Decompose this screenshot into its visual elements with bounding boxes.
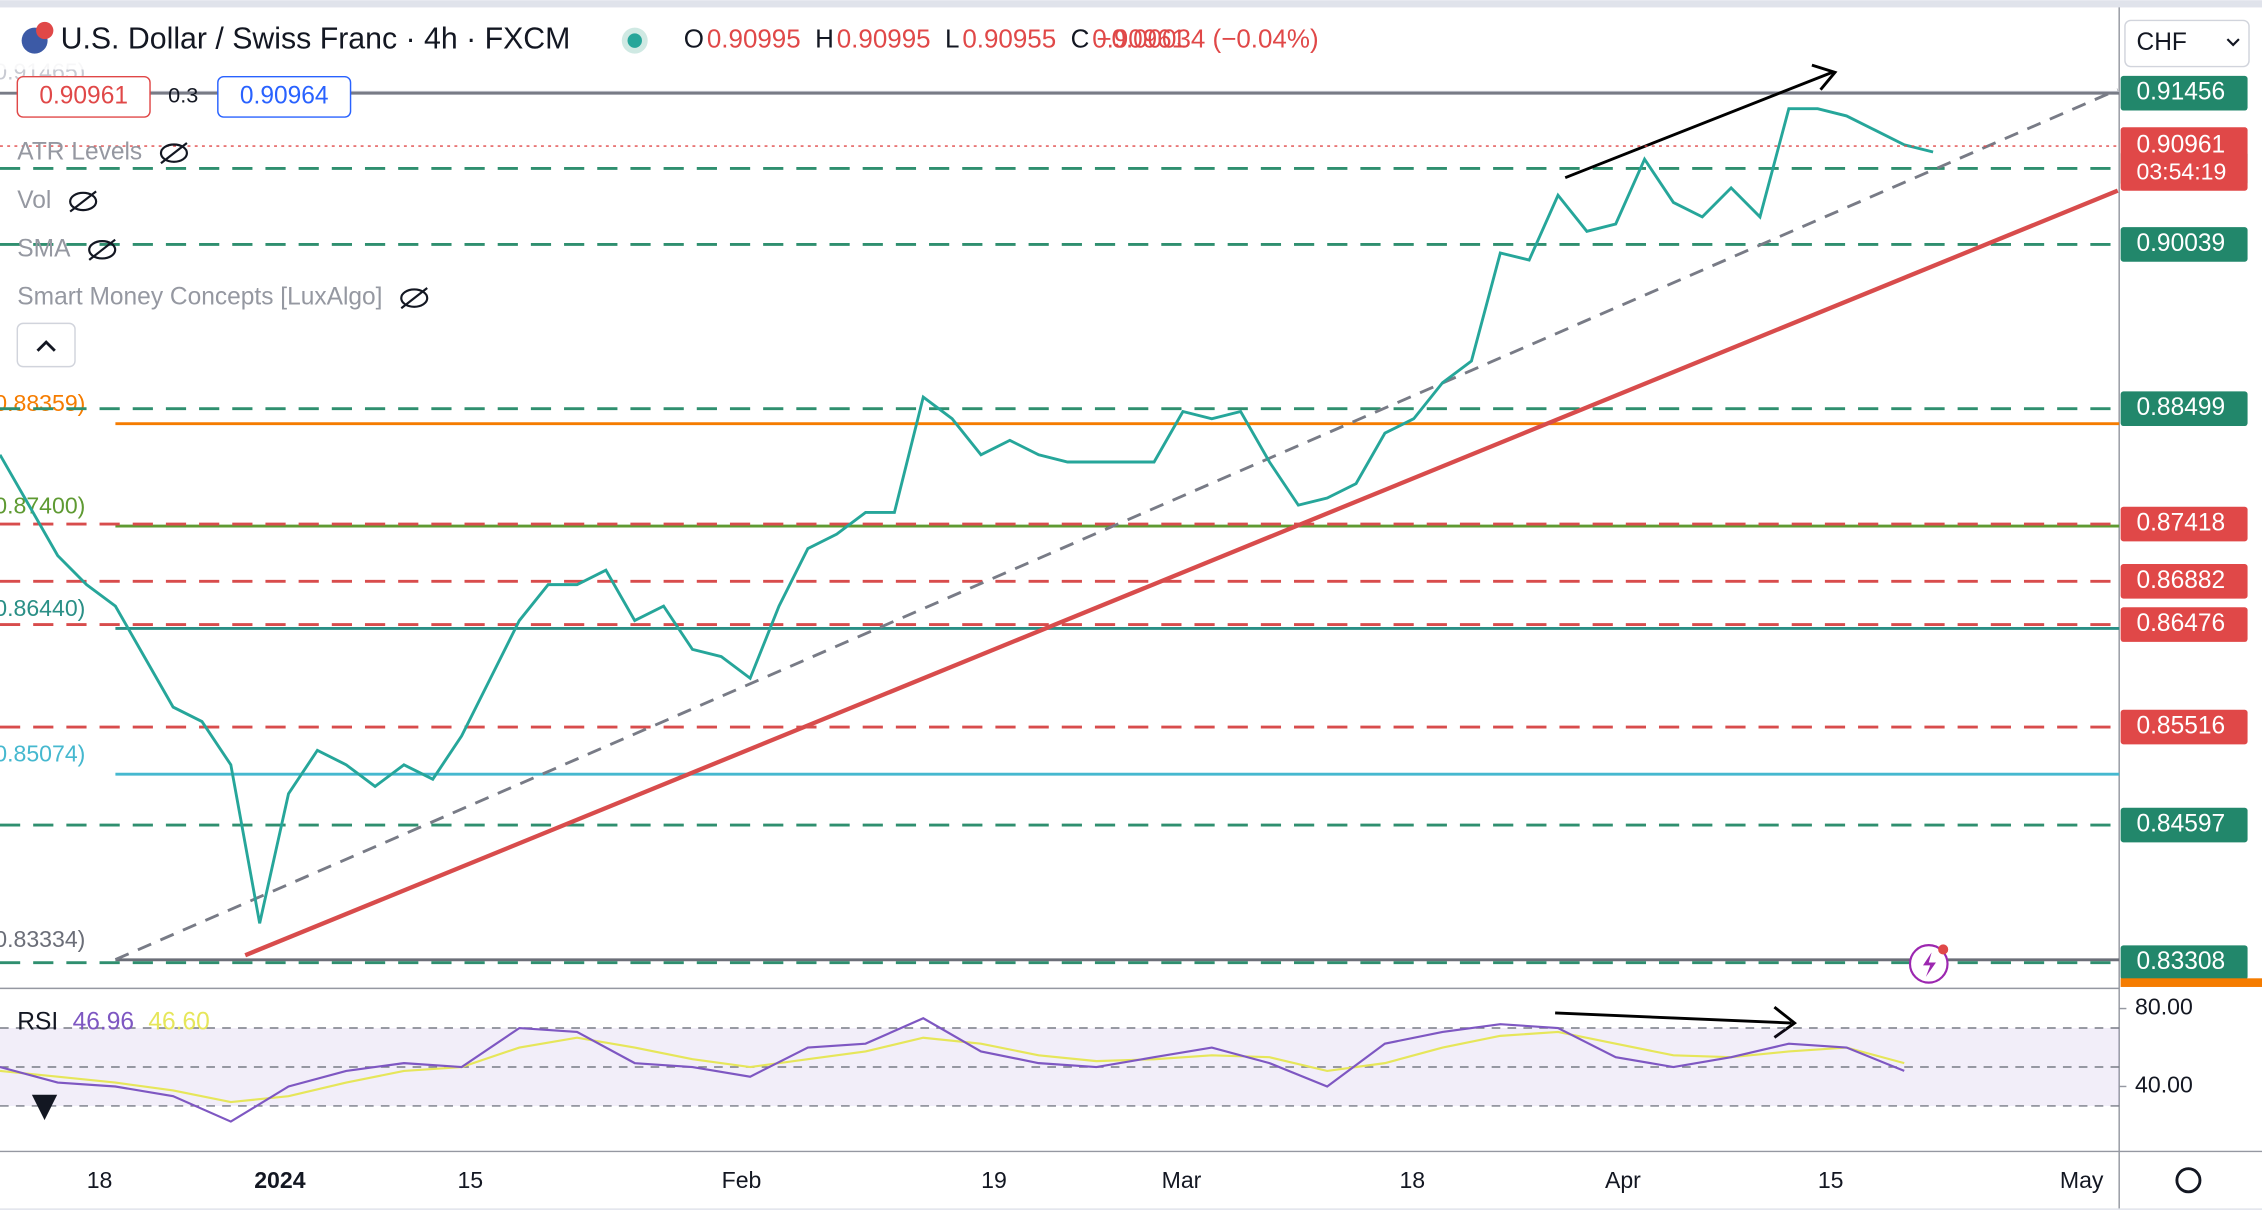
y-tick-label: 80.00: [2135, 994, 2193, 1020]
sell-price[interactable]: 0.90961: [39, 82, 128, 109]
flag-icon: [36, 21, 54, 40]
arrow-head: [1811, 63, 1838, 91]
level-box: [2120, 75, 2248, 111]
level-box: [2120, 227, 2248, 262]
x-tick-label: 18: [1399, 1167, 1425, 1193]
level-value: 0.87418: [2136, 510, 2225, 537]
rsi-divergence-arrow: [1555, 1011, 1792, 1025]
divergence-arrow: [1564, 71, 1833, 180]
countdown: 03:54:19: [2136, 159, 2226, 185]
level-box: [2120, 607, 2248, 642]
x-tick-label: 18: [87, 1167, 113, 1193]
level-box: [2120, 563, 2248, 599]
level-value: 0.85516: [2136, 713, 2225, 740]
level-box: [2120, 807, 2248, 843]
level-label: 0.85074): [0, 741, 85, 767]
ohlc-value: 0.90961: [1092, 23, 1186, 53]
x-tick-label: Feb: [722, 1167, 762, 1193]
y-tick-label: 40.00: [2135, 1072, 2193, 1098]
ohlc-key: H: [815, 23, 834, 53]
rsi-value: 46.96: [73, 1009, 134, 1036]
top-border: [0, 0, 2262, 8]
x-tick-label: Apr: [1605, 1167, 1641, 1193]
indicator-name: SMA: [17, 235, 71, 262]
ohlc-key: L: [945, 23, 959, 53]
symbol-title: U.S. Dollar / Swiss Franc · 4h · FXCM: [61, 23, 571, 56]
notify-dot: [1938, 944, 1949, 955]
currency[interactable]: CHF: [2136, 29, 2186, 56]
x-tick-label: 19: [981, 1167, 1007, 1193]
axis-marker: [2120, 978, 2262, 987]
level-label: 0.88359): [0, 390, 85, 416]
ohlc-value: 0.90955: [962, 23, 1056, 53]
indicator-name: Smart Money Concepts [LuxAlgo]: [17, 284, 382, 311]
rsi-value: 46.60: [148, 1009, 209, 1036]
ohlc-key: C: [1071, 23, 1090, 53]
header-bg: [0, 11, 1501, 70]
hidden-icon: [159, 143, 189, 163]
level-box: [2120, 945, 2248, 980]
ohlc-value: 0.90995: [707, 23, 801, 53]
last-price-box: [2120, 127, 2248, 191]
price-line: [0, 1017, 1905, 1123]
hidden-icon: [400, 288, 429, 308]
level-value: 0.90039: [2136, 230, 2225, 257]
x-tick-label: Mar: [1162, 1167, 1202, 1193]
currency-select[interactable]: [2124, 19, 2250, 68]
trend-channel: [114, 88, 2119, 961]
x-tick-label: May: [2060, 1167, 2104, 1193]
arrow-head: [1773, 1006, 1798, 1039]
ohlc-value: 0.90995: [837, 23, 931, 53]
ohlc-key: O: [684, 23, 704, 53]
buy-button[interactable]: [217, 75, 352, 118]
level-box: [2120, 391, 2248, 427]
level-value: 0.88499: [2136, 394, 2225, 421]
level-box: [2120, 709, 2248, 745]
last-price: 0.90961: [2136, 132, 2225, 159]
sell-button[interactable]: [16, 75, 151, 118]
hidden-icon: [88, 238, 116, 261]
rsi-title: RSI: [17, 1009, 58, 1036]
level-box: [2120, 506, 2248, 542]
hidden-icon: [69, 191, 98, 212]
hidden-icon: [88, 240, 117, 260]
level-label: 0.83334): [0, 926, 85, 952]
level-value: 0.86882: [2136, 567, 2225, 594]
collapse-button[interactable]: [16, 322, 76, 368]
x-tick-label: 15: [457, 1167, 483, 1193]
lightning: [1922, 952, 1936, 977]
trend-line: [244, 188, 2119, 958]
level-value: 0.84597: [2136, 811, 2225, 838]
settings-icon[interactable]: [2175, 1167, 2202, 1194]
hidden-icon: [400, 287, 428, 310]
level-label: 0.86440): [0, 595, 85, 621]
x-tick-label: 2024: [254, 1167, 306, 1193]
buy-price[interactable]: 0.90964: [240, 82, 329, 109]
change: −0.00034 (−0.04%): [1096, 23, 1318, 53]
status-dot: [627, 33, 642, 48]
level-value: 0.83308: [2136, 948, 2225, 975]
level-label: 0.87400): [0, 492, 85, 518]
price-line: [0, 1030, 1905, 1104]
spread: 0.3: [168, 83, 198, 108]
price-line: [0, 107, 1934, 924]
level-value: 0.86476: [2136, 610, 2225, 637]
chevron: [2226, 38, 2240, 47]
x-tick-label: 15: [1818, 1167, 1844, 1193]
tv-logo: ▼: [23, 1082, 66, 1130]
indicator-name: ATR Levels: [17, 139, 142, 166]
hidden-icon: [160, 142, 188, 165]
indicator-name: Vol: [17, 187, 51, 214]
level-value: 0.91456: [2136, 79, 2225, 106]
chevron: [36, 340, 56, 352]
hidden-icon: [69, 190, 97, 213]
